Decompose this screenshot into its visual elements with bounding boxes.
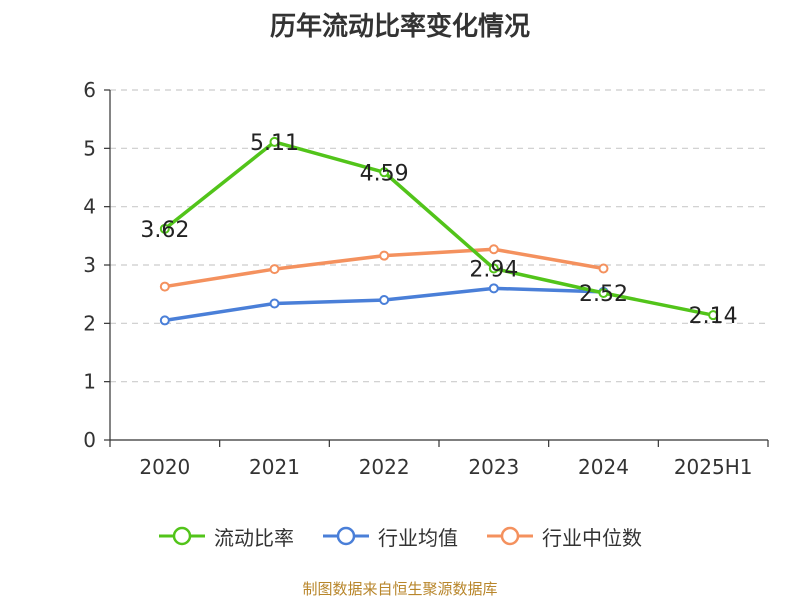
data-point — [379, 167, 390, 178]
y-tick-label: 4 — [83, 195, 96, 219]
legend-label: 流动比率 — [214, 525, 294, 550]
data-label: 2.94 — [469, 258, 518, 283]
legend-item[interactable]: 流动比率 — [158, 522, 294, 551]
legend-swatch-icon — [159, 526, 205, 546]
chart-legend: 流动比率 行业均值 行业中位数 — [0, 518, 800, 554]
legend-swatch-icon — [323, 526, 369, 546]
legend-label: 行业中位数 — [542, 525, 642, 550]
series-line — [163, 140, 715, 317]
data-point — [488, 244, 499, 255]
x-tick-label: 2022 — [359, 455, 410, 479]
x-tick-label: 2024 — [578, 455, 629, 479]
data-point — [159, 223, 170, 234]
data-point — [379, 250, 390, 261]
data-label: 3.62 — [140, 218, 189, 243]
y-tick-label: 5 — [83, 136, 96, 160]
data-point — [598, 263, 609, 274]
data-point — [159, 281, 170, 292]
y-tick-label: 6 — [83, 78, 96, 102]
y-tick-label: 3 — [83, 253, 96, 277]
x-tick-label: 2021 — [249, 455, 300, 479]
data-point — [379, 295, 390, 305]
y-tick-label: 1 — [83, 370, 96, 394]
data-label: 2.14 — [689, 304, 738, 329]
data-label: 5.11 — [250, 131, 299, 156]
y-tick-label: 2 — [83, 311, 96, 335]
data-point — [269, 264, 280, 275]
x-tick-label: 2023 — [468, 455, 519, 479]
data-point — [488, 263, 499, 274]
legend-item[interactable]: 行业中位数 — [486, 522, 642, 551]
legend-swatch-icon — [487, 526, 533, 546]
data-point — [598, 288, 609, 298]
x-tick-label: 2025H1 — [674, 455, 753, 479]
chart-title: 历年流动比率变化情况 — [269, 12, 530, 42]
data-point — [708, 310, 719, 321]
x-tick-label: 2020 — [139, 455, 190, 479]
data-point — [269, 298, 280, 309]
legend-item[interactable]: 行业均值 — [322, 522, 458, 551]
source-note: 制图数据来自恒生聚源数据库 — [302, 580, 498, 598]
legend-label: 行业均值 — [378, 525, 458, 550]
data-point — [159, 315, 170, 326]
data-point — [488, 283, 499, 294]
data-label: 2.52 — [579, 282, 628, 307]
y-tick-label: 0 — [83, 428, 96, 452]
data-point — [269, 136, 280, 147]
data-label: 4.59 — [360, 161, 409, 186]
